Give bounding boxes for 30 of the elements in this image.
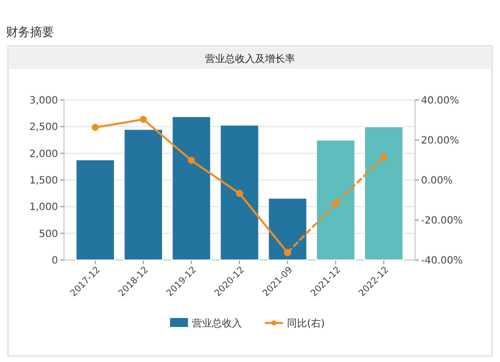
y2-tick-label: 0.00% <box>421 176 453 186</box>
bar <box>172 116 212 260</box>
y-tick-label: 3,000 <box>29 96 58 106</box>
bar <box>268 198 308 260</box>
legend-label: 同比(右) <box>287 318 325 330</box>
point <box>236 190 243 197</box>
y2-tick-label: 40.00% <box>421 96 460 106</box>
bar <box>124 128 164 260</box>
y2-tick-label: 20.00% <box>421 136 460 146</box>
bar <box>316 140 356 260</box>
y-tick-label: 2,500 <box>29 122 58 134</box>
chart-subtitle: 营业总收入及增长率 <box>205 53 295 65</box>
y-tick-label: 500 <box>38 228 58 240</box>
y2-tick-label: -20.00% <box>421 216 463 226</box>
y-tick-label: 2,000 <box>29 148 58 160</box>
bar <box>220 124 260 260</box>
y-tick-label: 1,500 <box>29 176 58 186</box>
y-tick-label: 1,000 <box>29 202 58 214</box>
point <box>284 249 292 256</box>
point <box>92 124 99 131</box>
point <box>188 156 195 164</box>
y-tick-label: 0 <box>52 256 58 266</box>
chart-title: 财务摘要 <box>6 25 54 39</box>
bar <box>364 126 404 260</box>
point <box>332 200 340 208</box>
bar <box>76 159 115 260</box>
point <box>380 154 388 160</box>
legend-label: 营业总收入 <box>192 318 242 330</box>
point <box>140 116 147 123</box>
y2-tick-label: -40.00% <box>421 256 463 266</box>
